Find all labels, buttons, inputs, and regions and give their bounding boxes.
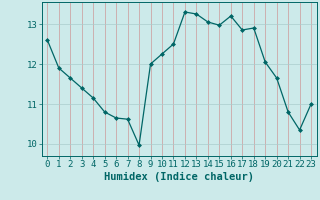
X-axis label: Humidex (Indice chaleur): Humidex (Indice chaleur): [104, 172, 254, 182]
